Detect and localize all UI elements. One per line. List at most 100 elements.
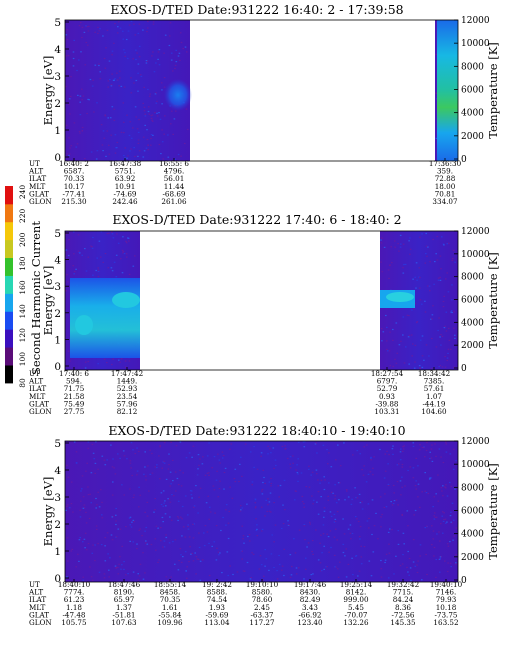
speckle [79,537,81,539]
speckle [111,231,113,233]
speckle [373,525,376,527]
speckle [303,506,306,508]
speckle [91,443,94,446]
speckle [305,486,308,488]
speckle [403,263,405,266]
speckle [387,269,390,271]
speckle [442,520,445,522]
speckle [111,233,114,235]
speckle [347,496,350,498]
speckle [79,95,82,97]
speckle [137,573,139,575]
speckle [146,31,148,33]
speckle [192,523,194,525]
speckle [79,132,81,134]
speckle [215,479,218,481]
speckle [380,568,383,570]
speckle [291,565,293,568]
speckle [435,576,437,578]
speckle [445,443,448,445]
speckle [409,567,412,569]
speckle [161,129,163,131]
speckle [148,490,150,492]
speckle [129,150,131,152]
speckle [317,513,320,515]
speckle [338,482,341,484]
speckle [163,77,166,79]
spectrogram-fill [65,441,458,582]
speckle [419,339,422,341]
speckle [334,518,337,520]
table-cell: 6797. [377,377,398,386]
speckle [359,453,361,455]
y2-tick-label: 4000 [461,530,484,540]
speckle [129,121,132,123]
speckle [121,484,123,486]
speckle [68,103,70,106]
speckle [334,484,336,486]
speckle [66,153,69,155]
speckle [433,283,435,285]
speckle [72,511,74,513]
speckle [114,23,116,25]
speckle [107,117,109,119]
table-cell: -55.84 [158,610,181,619]
speckle [148,113,151,115]
speckle [439,279,442,281]
table-cell: 16:40: 2 [59,159,89,168]
speckle [424,490,427,492]
speckle [408,557,411,560]
speckle [434,512,436,514]
speckle [158,64,161,66]
speckle [199,458,201,460]
speckle [137,142,140,144]
speckle [320,496,322,498]
speckle [326,449,328,451]
speckle [95,507,97,509]
speckle [446,570,449,573]
speckle [421,303,423,305]
table-cell: 72.88 [435,174,456,183]
feature-core [386,292,414,302]
speckle [321,552,323,554]
speckle [424,311,427,313]
speckle [68,239,70,241]
speckle [409,253,411,255]
speckle [402,446,404,448]
speckle [449,541,451,543]
speckle [407,550,409,553]
speckle [224,467,227,469]
speckle [97,270,100,273]
table-cell: -74.69 [113,189,136,198]
speckle [144,530,146,532]
speckle [139,528,142,530]
colorbar-tick: 200 [18,232,27,247]
orbit-table: UTALTILATMLTGLATGLON18:40:107774.61.231.… [28,580,463,627]
speckle [289,554,292,556]
speckle [401,476,403,478]
speckle [123,253,126,255]
speckle [447,327,450,329]
speckle [407,525,409,527]
speckle [208,574,211,577]
speckle [440,334,442,336]
speckle [419,276,421,279]
speckle [334,498,336,500]
speckle [168,498,171,500]
speckle [452,519,455,521]
speckle [110,85,113,87]
speckle [334,495,336,497]
speckle [170,52,173,54]
row-label: ILAT [29,384,46,393]
speckle [67,350,70,352]
speckle [412,561,415,563]
speckle [354,516,357,518]
speckle [127,57,129,60]
colorbar-swatch [5,293,13,312]
speckle [175,61,178,63]
speckle [334,528,337,530]
speckle [125,242,128,244]
speckle [70,76,72,78]
speckle [170,576,172,578]
